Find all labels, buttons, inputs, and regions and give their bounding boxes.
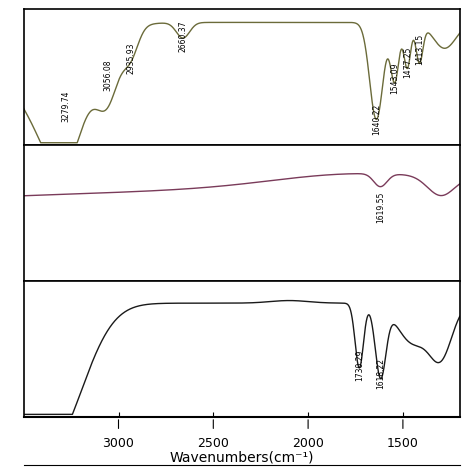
Text: 1618.22: 1618.22 — [376, 357, 385, 389]
Text: Wavenumbers(cm⁻¹): Wavenumbers(cm⁻¹) — [170, 450, 314, 465]
Text: 2000: 2000 — [292, 437, 324, 450]
Text: 1413.15: 1413.15 — [415, 34, 424, 65]
Text: 1543.09: 1543.09 — [390, 62, 399, 93]
Text: 3279.74: 3279.74 — [61, 91, 70, 122]
Text: 1619.55: 1619.55 — [376, 191, 385, 223]
Text: 3056.08: 3056.08 — [103, 59, 112, 91]
Text: 1640.22: 1640.22 — [372, 104, 381, 135]
Text: 1730.29: 1730.29 — [355, 349, 364, 381]
Text: 2500: 2500 — [197, 437, 229, 450]
Text: 2935.93: 2935.93 — [126, 43, 135, 74]
Text: 2660.37: 2660.37 — [178, 21, 187, 52]
Text: 1500: 1500 — [387, 437, 419, 450]
Text: 3000: 3000 — [102, 437, 135, 450]
Text: 1477.25: 1477.25 — [403, 46, 412, 78]
